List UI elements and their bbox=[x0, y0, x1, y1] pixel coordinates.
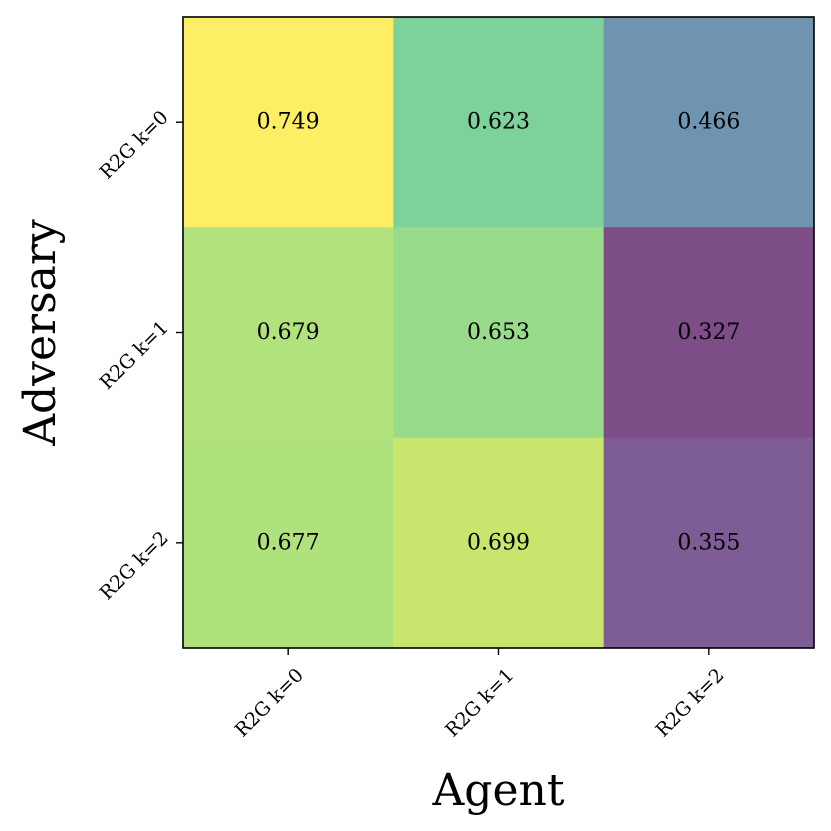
heatmap-cell bbox=[183, 17, 394, 228]
heatmap-cell bbox=[603, 227, 815, 439]
cell-value-label: 0.466 bbox=[677, 110, 740, 135]
y-tick-label: R2G k=0 bbox=[96, 106, 173, 183]
y-tick-label: R2G k=2 bbox=[96, 527, 173, 604]
cell-value-labels: 0.749 0.623 0.466 0.679 0.653 0.327 0.677 0.699… bbox=[257, 110, 741, 556]
cell-value-label: 0.623 bbox=[467, 110, 530, 135]
x-axis-ticks: R2G k=0 R2G k=1 R2G k=2 bbox=[231, 648, 729, 741]
heatmap-cell bbox=[603, 437, 815, 649]
x-tick-label: R2G k=0 bbox=[231, 664, 308, 741]
heatmap-cell bbox=[393, 17, 605, 228]
heatmap-cell bbox=[183, 227, 394, 439]
y-axis-ticks: R2G k=0 R2G k=1 R2G k=2 bbox=[96, 106, 183, 604]
cell-value-label: 0.679 bbox=[257, 320, 320, 345]
cell-value-label: 0.327 bbox=[677, 320, 740, 345]
x-tick-label: R2G k=2 bbox=[651, 664, 728, 741]
cell-value-label: 0.699 bbox=[467, 530, 530, 555]
y-axis-title: Adversary bbox=[15, 219, 66, 447]
cell-value-label: 0.749 bbox=[257, 110, 320, 135]
cell-value-label: 0.355 bbox=[677, 530, 740, 555]
heatmap-cells bbox=[183, 17, 815, 649]
heatmap-cell bbox=[603, 17, 815, 228]
y-tick-label: R2G k=1 bbox=[96, 317, 173, 394]
cell-value-label: 0.653 bbox=[467, 320, 530, 345]
heatmap-cell bbox=[393, 227, 605, 439]
x-axis-title: Agent bbox=[432, 765, 565, 816]
heatmap-cell bbox=[183, 437, 394, 649]
heatmap-cell bbox=[393, 437, 605, 649]
cell-value-label: 0.677 bbox=[257, 530, 320, 555]
x-tick-label: R2G k=1 bbox=[441, 664, 518, 741]
